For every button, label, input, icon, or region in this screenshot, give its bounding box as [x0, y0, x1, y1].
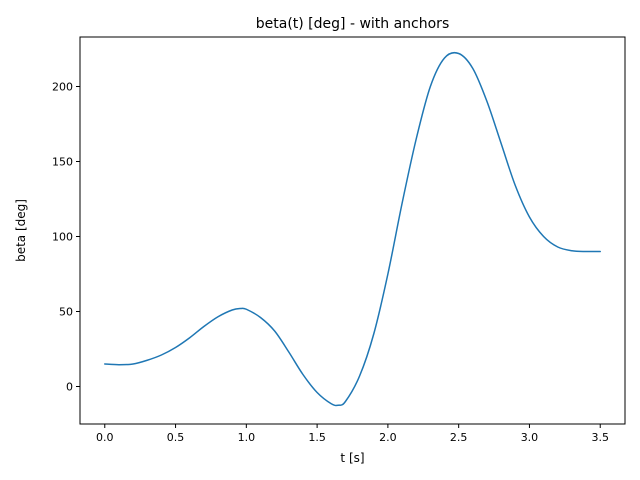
x-axis-ticks: 0.0 0.5 1.0 1.5 2.0 2.5 3.0 3.5	[96, 424, 609, 444]
x-tick-label: 0.5	[167, 431, 185, 444]
chart-title: beta(t) [deg] - with anchors	[256, 16, 449, 32]
x-tick-label: 1.0	[238, 431, 256, 444]
x-tick-label: 2.0	[379, 431, 397, 444]
series-layer	[104, 51, 601, 407]
x-tick-label: 2.5	[450, 431, 468, 444]
x-tick-label: 0.0	[96, 431, 114, 444]
y-tick-label: 0	[66, 381, 73, 394]
y-axis-ticks: 0 50 100 150 200	[52, 81, 80, 394]
y-tick-label: 200	[52, 81, 73, 94]
x-axis-label: t [s]	[340, 451, 364, 465]
series-line-0	[104, 51, 601, 407]
axes-frame	[79, 36, 626, 425]
x-tick-label: 1.5	[308, 431, 326, 444]
y-tick-label: 50	[59, 306, 73, 319]
y-tick-label: 100	[52, 231, 73, 244]
x-tick-label: 3.0	[521, 431, 539, 444]
x-tick-label: 3.5	[591, 431, 609, 444]
y-axis-label: beta [deg]	[14, 199, 28, 262]
y-tick-label: 150	[52, 156, 73, 169]
plot-area	[80, 37, 625, 424]
